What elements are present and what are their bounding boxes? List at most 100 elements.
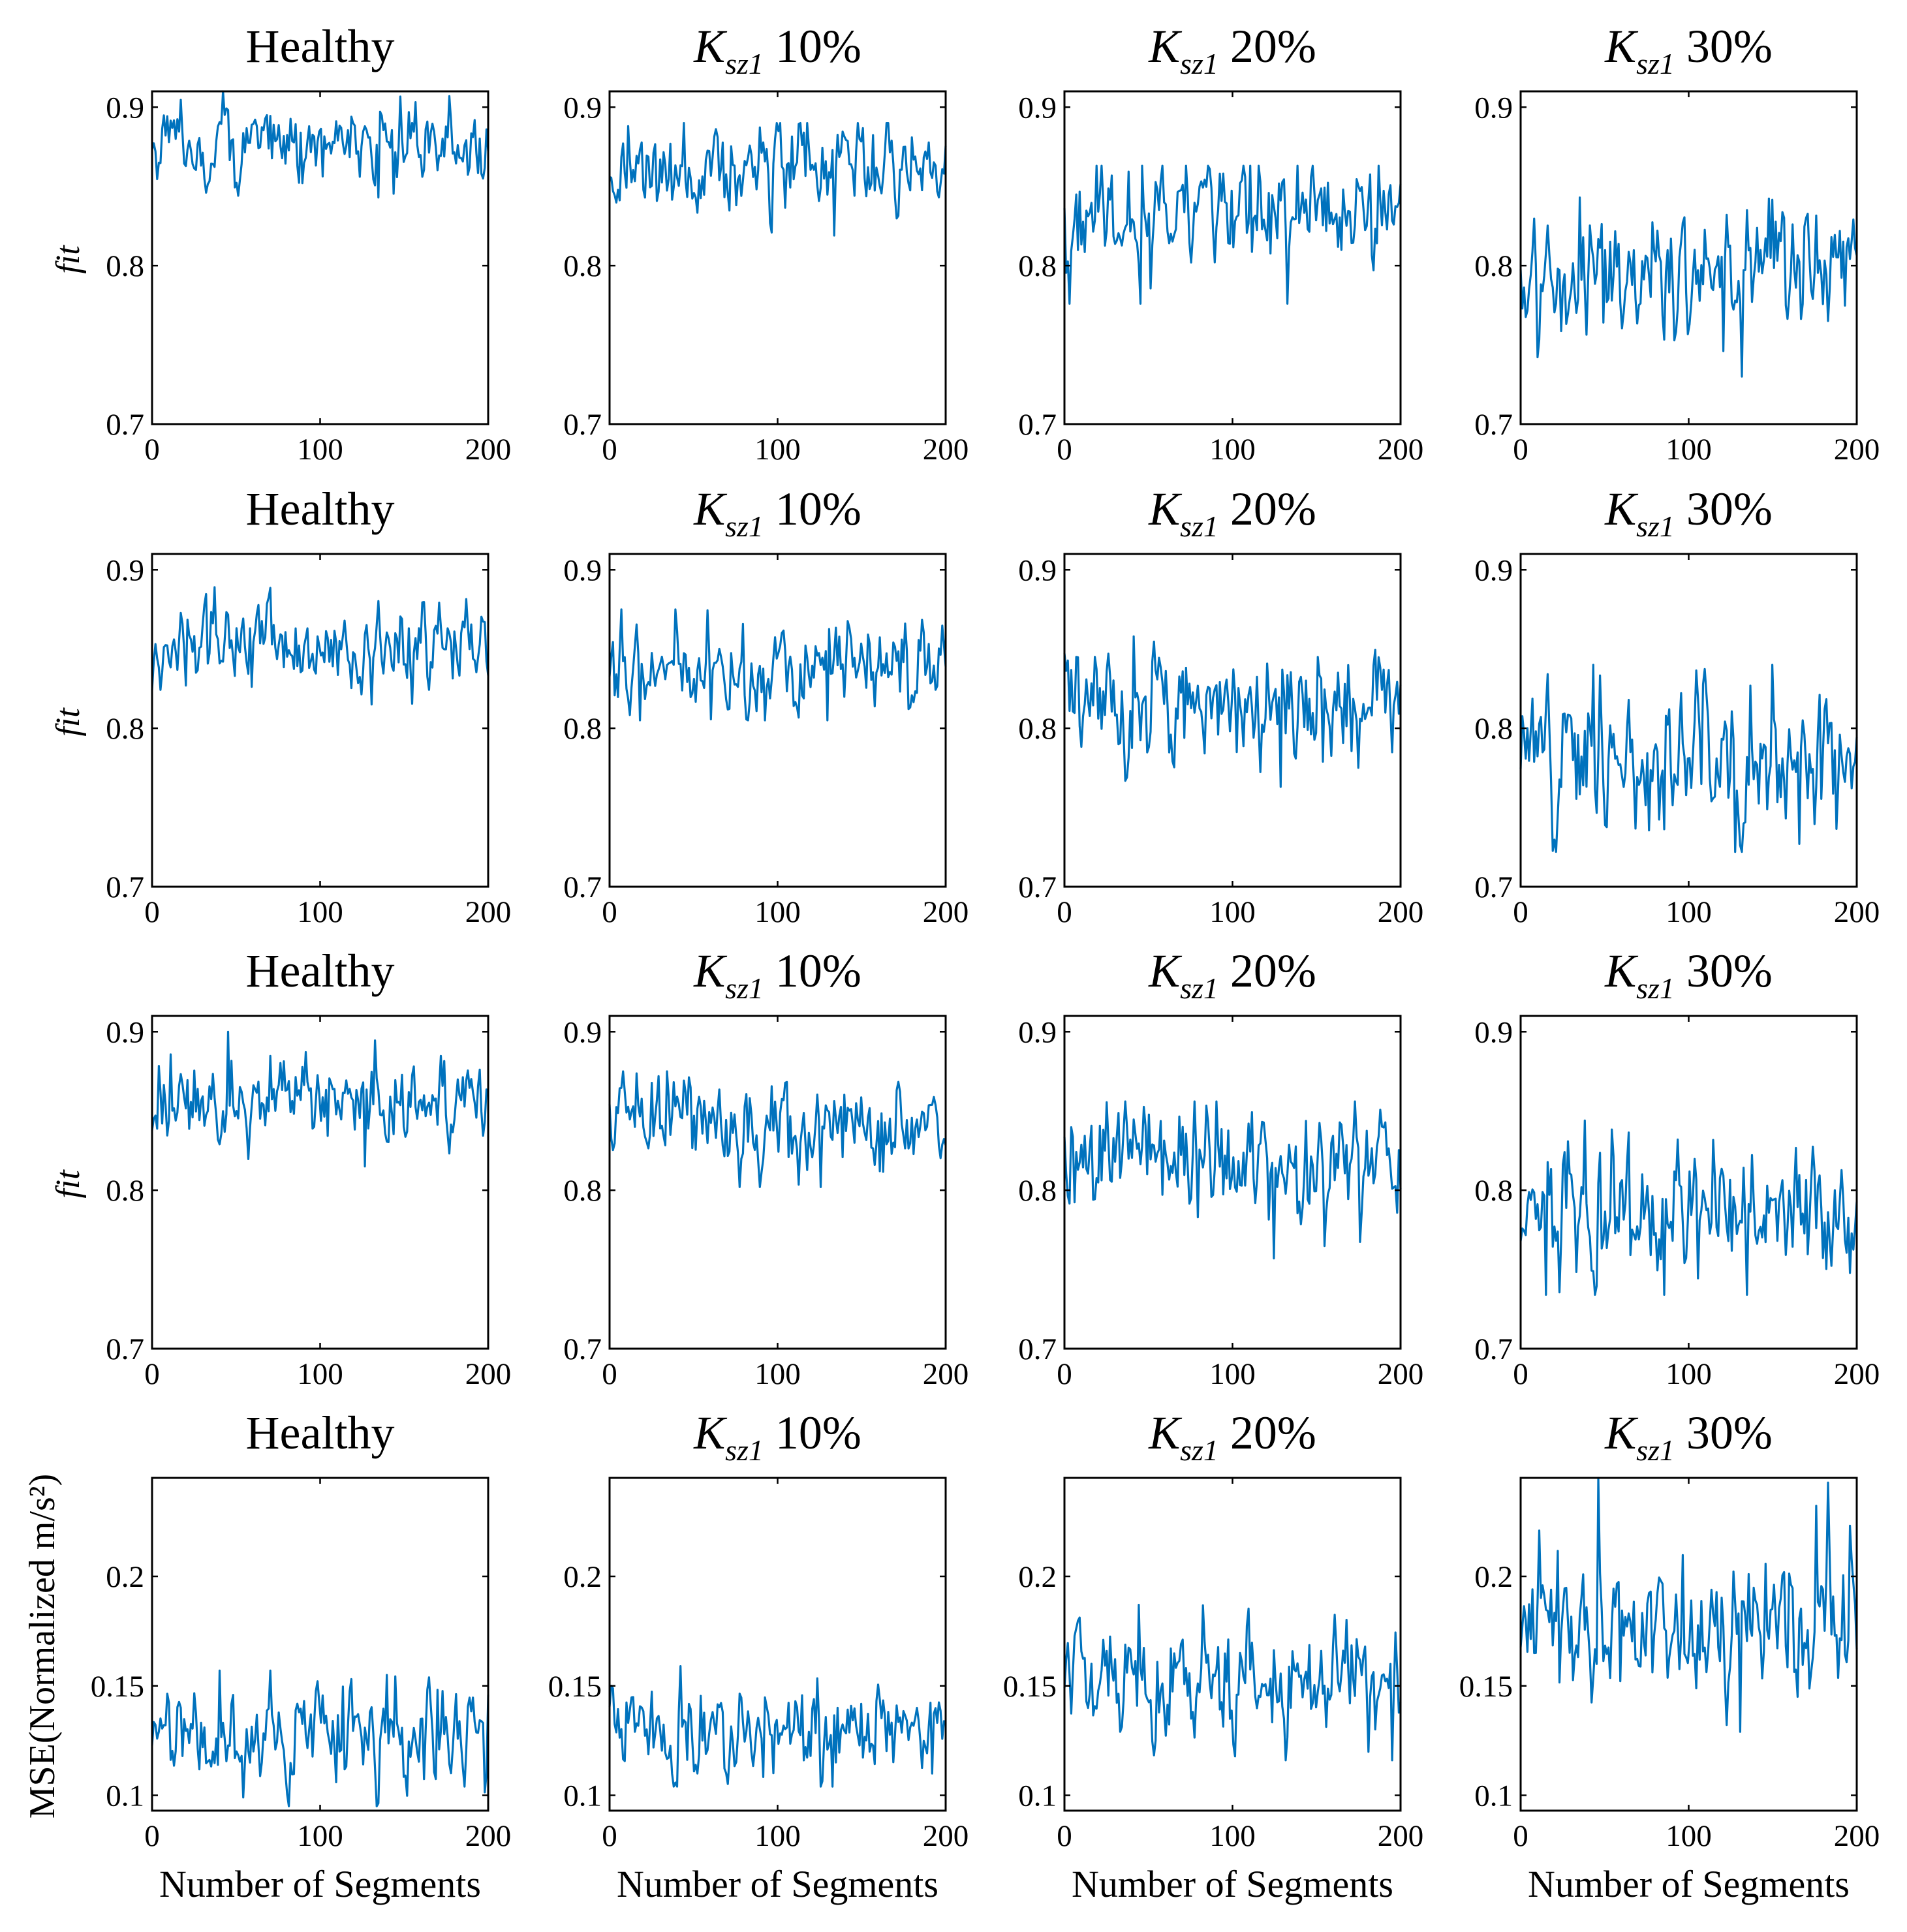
x-tick-label: 0 bbox=[1057, 895, 1072, 929]
y-tick-label: 0.9 bbox=[106, 91, 144, 125]
panel-r4-c4: 0.1 0.15 0.2 0 100 200 Ksz1 30% Number of Segme… bbox=[1459, 1407, 1880, 1905]
title-symbol: K bbox=[1148, 483, 1183, 535]
data-line bbox=[1519, 664, 1858, 853]
data-line bbox=[151, 90, 489, 199]
data-line bbox=[151, 1030, 489, 1168]
y-tick-label: 0.7 bbox=[1474, 870, 1513, 904]
x-tick-label: 0 bbox=[602, 1357, 617, 1391]
y-tick-label: 0.15 bbox=[1459, 1670, 1513, 1704]
data-line bbox=[609, 122, 947, 237]
panel-r4-c2: 0.1 0.15 0.2 0 100 200 Ksz1 10% Number of Segme… bbox=[548, 1407, 969, 1905]
y-tick-label: 0.7 bbox=[1474, 1332, 1513, 1366]
x-tick-label: 0 bbox=[144, 1819, 160, 1853]
y-tick-label: 0.9 bbox=[563, 553, 602, 587]
y-tick-label: 0.8 bbox=[106, 1174, 144, 1208]
y-tick-label: 0.7 bbox=[1018, 408, 1057, 442]
x-tick-label: 0 bbox=[1057, 1819, 1072, 1853]
title-value: 20% bbox=[1218, 483, 1316, 535]
x-tick-label: 100 bbox=[754, 1357, 801, 1391]
y-axis-label: fit bbox=[50, 1169, 87, 1199]
panel-r3-c1: 0.7 0.8 0.9 0 100 200 Healthy fit bbox=[50, 945, 511, 1391]
x-tick-label: 200 bbox=[1834, 433, 1880, 467]
data-line bbox=[151, 586, 489, 706]
x-tick-label: 200 bbox=[923, 1357, 969, 1391]
y-tick-label: 0.9 bbox=[1018, 1015, 1057, 1049]
x-tick-label: 100 bbox=[297, 1819, 343, 1853]
axes-box bbox=[608, 553, 947, 888]
panel-r4-c1: 0.1 0.15 0.2 0 100 200 Healthy MSE(Normalized m… bbox=[22, 1407, 511, 1905]
x-tick-label: 0 bbox=[602, 1819, 617, 1853]
y-tick-label: 0.7 bbox=[106, 1332, 144, 1366]
x-tick-label: 200 bbox=[465, 895, 512, 929]
y-tick-label: 0.9 bbox=[106, 1015, 144, 1049]
y-tick-label: 0.8 bbox=[1474, 249, 1513, 283]
y-axis-label: MSE(Normalized m/s²) bbox=[22, 1474, 63, 1818]
title-symbol: K bbox=[693, 20, 728, 72]
title-symbol: K bbox=[693, 483, 728, 535]
x-tick-label: 200 bbox=[465, 1819, 512, 1853]
title-symbol: K bbox=[693, 945, 728, 997]
y-tick-label: 0.7 bbox=[1474, 408, 1513, 442]
axes-box bbox=[608, 1015, 947, 1350]
y-tick-label: 0.15 bbox=[1003, 1670, 1057, 1704]
data-line bbox=[1519, 1119, 1858, 1296]
panel-title: Ksz1 10% bbox=[693, 20, 861, 80]
panel-r2-c3: 0.7 0.8 0.9 0 100 200 Ksz1 20% bbox=[1018, 483, 1423, 929]
axes-box bbox=[608, 90, 947, 425]
x-tick-label: 200 bbox=[923, 895, 969, 929]
x-tick-label: 100 bbox=[1666, 433, 1712, 467]
title-subscript: sz1 bbox=[1636, 972, 1675, 1005]
panel-r1-c2: 0.7 0.8 0.9 0 100 200 Ksz1 10% bbox=[563, 20, 969, 467]
panel-r3-c4: 0.7 0.8 0.9 0 100 200 Ksz1 30% bbox=[1474, 945, 1880, 1391]
y-tick-label: 0.8 bbox=[106, 249, 144, 283]
y-tick-label: 0.8 bbox=[1018, 1174, 1057, 1208]
y-tick-label: 0.8 bbox=[106, 712, 144, 746]
y-tick-label: 0.8 bbox=[1018, 712, 1057, 746]
title-subscript: sz1 bbox=[1180, 47, 1218, 80]
panel-title: Ksz1 10% bbox=[693, 945, 861, 1005]
y-tick-label: 0.2 bbox=[106, 1560, 144, 1594]
x-tick-label: 200 bbox=[465, 1357, 512, 1391]
x-tick-label: 0 bbox=[1513, 433, 1528, 467]
y-tick-label: 0.7 bbox=[563, 408, 602, 442]
axes-box bbox=[151, 90, 489, 425]
x-tick-label: 100 bbox=[1209, 1357, 1256, 1391]
y-tick-label: 0.2 bbox=[1474, 1560, 1513, 1594]
axes-box bbox=[1519, 90, 1858, 425]
y-tick-label: 0.9 bbox=[1474, 553, 1513, 587]
y-tick-label: 0.9 bbox=[1018, 553, 1057, 587]
title-subscript: sz1 bbox=[1180, 1434, 1218, 1467]
data-line bbox=[608, 608, 947, 722]
x-tick-label: 100 bbox=[1666, 895, 1712, 929]
y-axis-label: fit bbox=[50, 707, 87, 737]
panel-r4-c3: 0.1 0.15 0.2 0 100 200 Ksz1 20% Number of Segme… bbox=[1003, 1407, 1424, 1905]
x-tick-label: 100 bbox=[1209, 433, 1256, 467]
panel-r2-c1: 0.7 0.8 0.9 0 100 200 Healthy fit bbox=[50, 483, 511, 929]
x-tick-label: 200 bbox=[923, 433, 969, 467]
y-tick-label: 0.9 bbox=[1018, 91, 1057, 125]
y-tick-label: 0.2 bbox=[1018, 1560, 1057, 1594]
axes-box bbox=[1063, 1477, 1402, 1812]
axes-box bbox=[151, 1015, 489, 1350]
axes-box bbox=[1063, 1015, 1402, 1350]
x-tick-label: 200 bbox=[1378, 1357, 1424, 1391]
panel-r1-c4: 0.7 0.8 0.9 0 100 200 Ksz1 30% bbox=[1474, 20, 1880, 467]
y-tick-label: 0.8 bbox=[563, 712, 602, 746]
x-tick-label: 100 bbox=[297, 433, 343, 467]
data-line bbox=[608, 1665, 947, 1788]
y-tick-label: 0.7 bbox=[1018, 870, 1057, 904]
y-tick-label: 0.7 bbox=[563, 1332, 602, 1366]
x-tick-label: 0 bbox=[1513, 1357, 1528, 1391]
title-value: 30% bbox=[1675, 20, 1773, 72]
x-tick-label: 100 bbox=[297, 895, 343, 929]
data-line bbox=[1519, 196, 1858, 378]
title-value: 20% bbox=[1218, 1407, 1316, 1459]
title-subscript: sz1 bbox=[1636, 510, 1675, 543]
title-subscript: sz1 bbox=[725, 510, 764, 543]
panel-title: Healthy bbox=[246, 1407, 395, 1459]
data-line bbox=[1063, 1100, 1402, 1260]
panel-title: Ksz1 30% bbox=[1604, 483, 1773, 543]
x-tick-label: 100 bbox=[754, 895, 801, 929]
x-tick-label: 100 bbox=[297, 1357, 343, 1391]
title-symbol: K bbox=[1148, 945, 1183, 997]
